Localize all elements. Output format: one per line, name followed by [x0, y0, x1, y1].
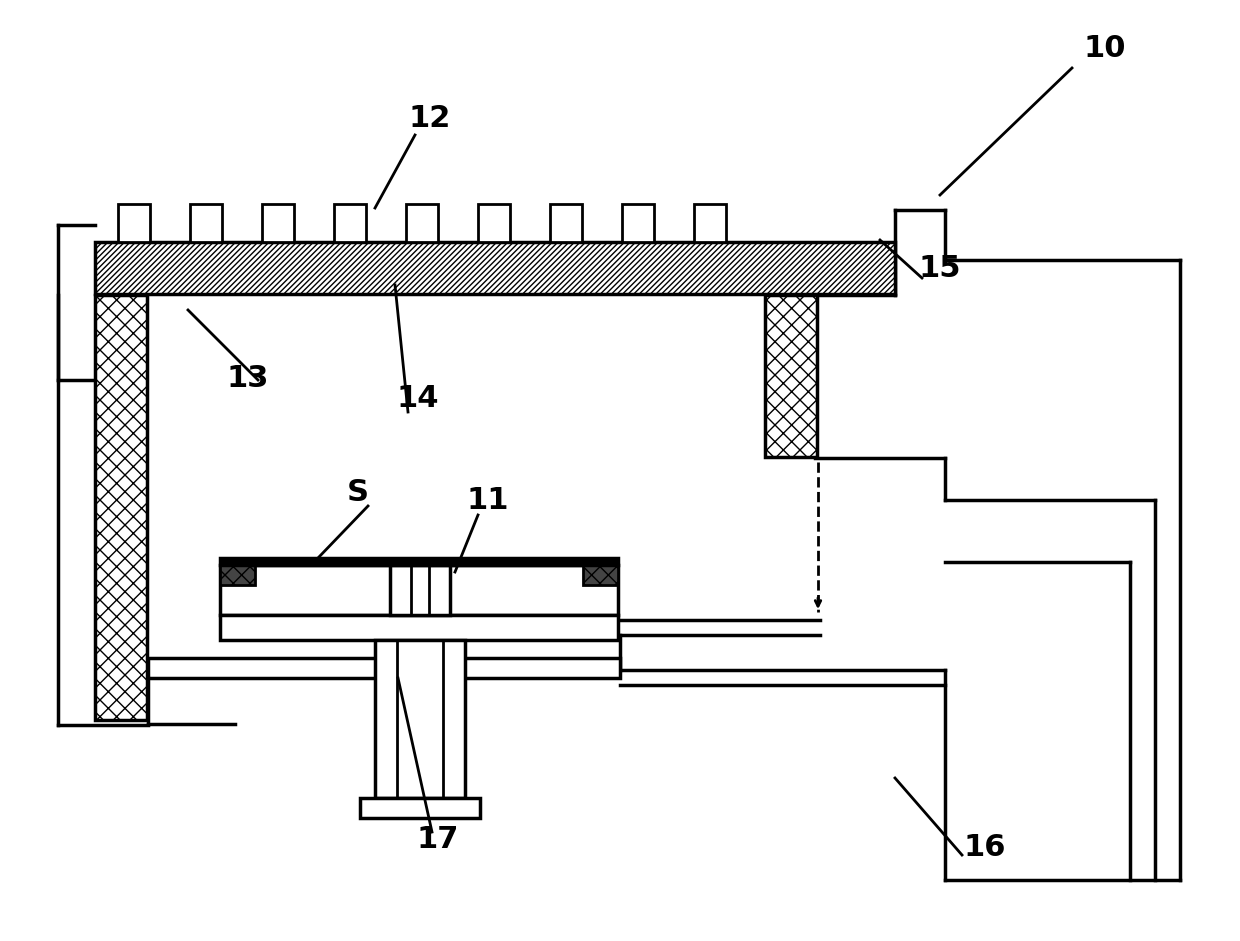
Bar	[219, 565, 618, 615]
Bar	[219, 558, 618, 565]
Bar	[391, 565, 450, 615]
Bar	[374, 640, 465, 798]
Bar	[95, 295, 148, 720]
Text: 16: 16	[963, 834, 1006, 863]
Bar	[405, 204, 438, 242]
Bar	[219, 615, 618, 640]
Bar	[622, 204, 653, 242]
Bar	[219, 565, 255, 585]
Text: 12: 12	[409, 104, 451, 133]
Bar	[765, 295, 817, 457]
Text: S: S	[347, 477, 370, 506]
Bar	[262, 204, 294, 242]
Text: 10: 10	[1084, 34, 1126, 62]
Bar	[583, 565, 618, 585]
Bar	[477, 204, 510, 242]
Bar	[190, 204, 222, 242]
Text: 17: 17	[417, 825, 459, 854]
Bar	[360, 798, 480, 818]
Bar	[334, 204, 366, 242]
Bar	[95, 242, 895, 294]
Bar	[148, 658, 620, 678]
Text: 15: 15	[919, 253, 961, 282]
Bar	[118, 204, 150, 242]
Text: 13: 13	[227, 363, 269, 392]
Bar	[551, 204, 582, 242]
Text: 14: 14	[397, 384, 439, 412]
Bar	[694, 204, 725, 242]
Text: 11: 11	[466, 486, 510, 515]
